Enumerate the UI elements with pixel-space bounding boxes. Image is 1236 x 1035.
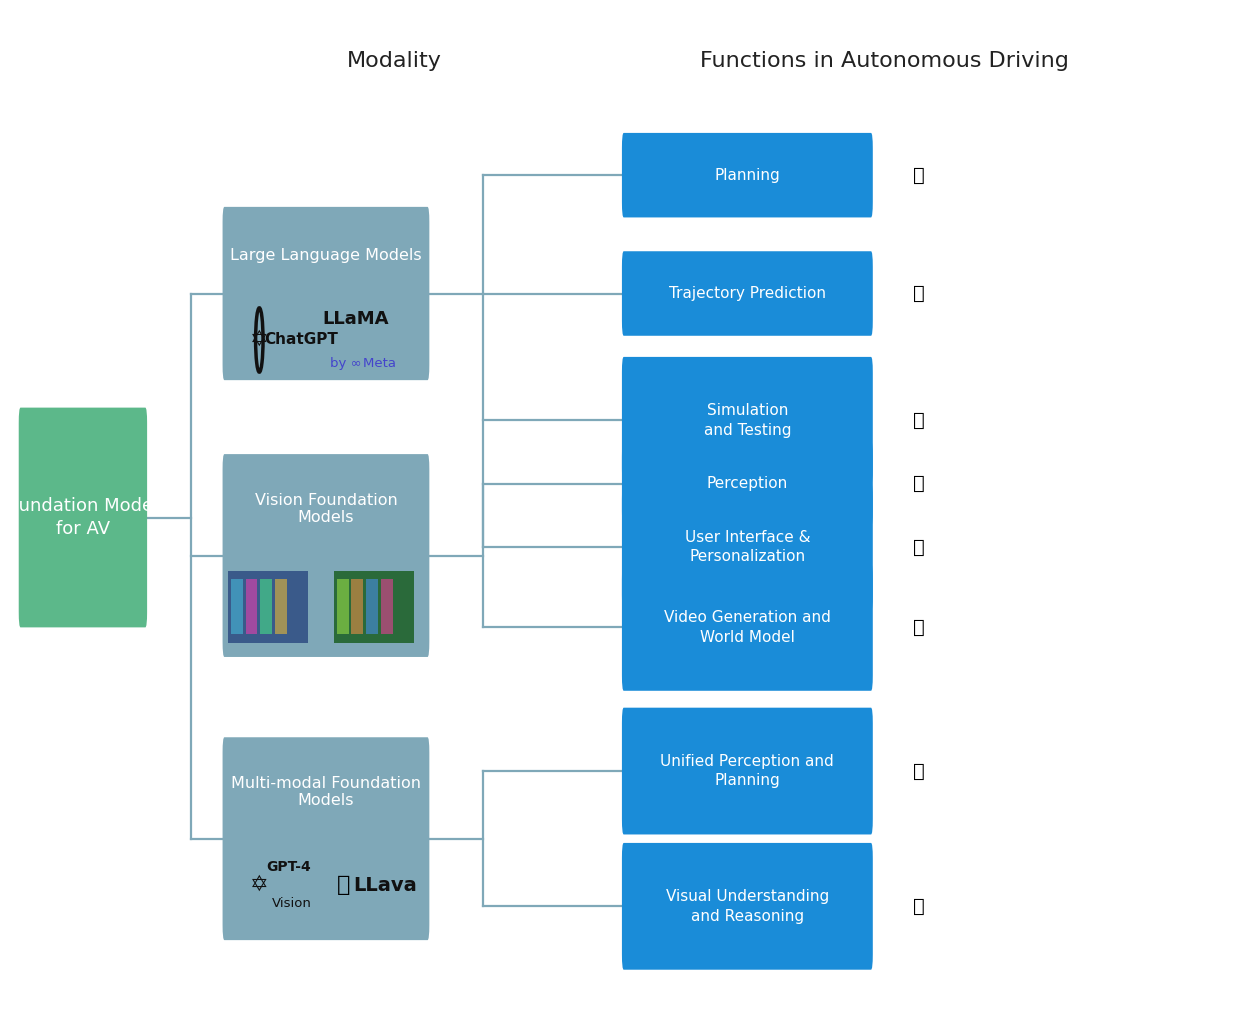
FancyBboxPatch shape: [622, 483, 873, 611]
FancyBboxPatch shape: [222, 207, 429, 380]
FancyBboxPatch shape: [622, 564, 873, 690]
Text: 🚗: 🚗: [913, 537, 926, 557]
Text: LLava: LLava: [353, 876, 417, 894]
Text: Vision Foundation
Models: Vision Foundation Models: [255, 493, 397, 525]
Bar: [351, 580, 363, 634]
FancyBboxPatch shape: [222, 737, 429, 940]
FancyBboxPatch shape: [19, 408, 147, 627]
Text: Vision: Vision: [272, 897, 311, 910]
FancyBboxPatch shape: [622, 132, 873, 217]
Text: ChatGPT: ChatGPT: [265, 332, 339, 348]
Bar: [336, 580, 349, 634]
Bar: [246, 580, 257, 634]
FancyBboxPatch shape: [622, 441, 873, 526]
Text: Visual Understanding
and Reasoning: Visual Understanding and Reasoning: [666, 889, 829, 923]
Bar: [381, 580, 393, 634]
Text: LLaMA: LLaMA: [323, 309, 388, 328]
Text: 🖥: 🖥: [913, 411, 926, 430]
Text: ✡: ✡: [250, 330, 268, 350]
Text: 🎯: 🎯: [913, 166, 926, 184]
Text: Modality: Modality: [347, 51, 442, 71]
Text: 🖥: 🖥: [913, 896, 926, 916]
Text: User Interface &
Personalization: User Interface & Personalization: [685, 530, 810, 564]
Text: 📷: 📷: [913, 474, 926, 494]
Text: Multi-modal Foundation
Models: Multi-modal Foundation Models: [231, 776, 421, 808]
FancyBboxPatch shape: [622, 357, 873, 483]
Bar: [231, 580, 242, 634]
Bar: [334, 570, 414, 643]
Text: Simulation
and Testing: Simulation and Testing: [703, 403, 791, 438]
Text: Foundation Models
for AV: Foundation Models for AV: [0, 497, 168, 538]
Text: ✡: ✡: [250, 876, 268, 895]
Text: Trajectory Prediction: Trajectory Prediction: [669, 286, 826, 301]
Text: by ∞ Meta: by ∞ Meta: [330, 357, 397, 371]
Text: GPT-4: GPT-4: [266, 860, 311, 874]
Text: Unified Perception and
Planning: Unified Perception and Planning: [660, 753, 834, 789]
Text: Planning: Planning: [714, 168, 780, 182]
FancyBboxPatch shape: [622, 842, 873, 970]
Text: 🌋: 🌋: [337, 876, 350, 895]
Bar: [227, 570, 308, 643]
Bar: [366, 580, 378, 634]
Bar: [261, 580, 272, 634]
Text: Perception: Perception: [707, 476, 789, 492]
FancyBboxPatch shape: [222, 454, 429, 657]
Text: 🎬: 🎬: [913, 618, 926, 637]
Bar: [274, 580, 287, 634]
Text: 🚗: 🚗: [913, 284, 926, 303]
Text: 🎯: 🎯: [913, 762, 926, 780]
Text: Large Language Models: Large Language Models: [230, 248, 421, 263]
Text: Video Generation and
World Model: Video Generation and World Model: [664, 610, 831, 645]
FancyBboxPatch shape: [622, 252, 873, 335]
FancyBboxPatch shape: [622, 708, 873, 834]
Text: Functions in Autonomous Driving: Functions in Autonomous Driving: [700, 51, 1069, 71]
